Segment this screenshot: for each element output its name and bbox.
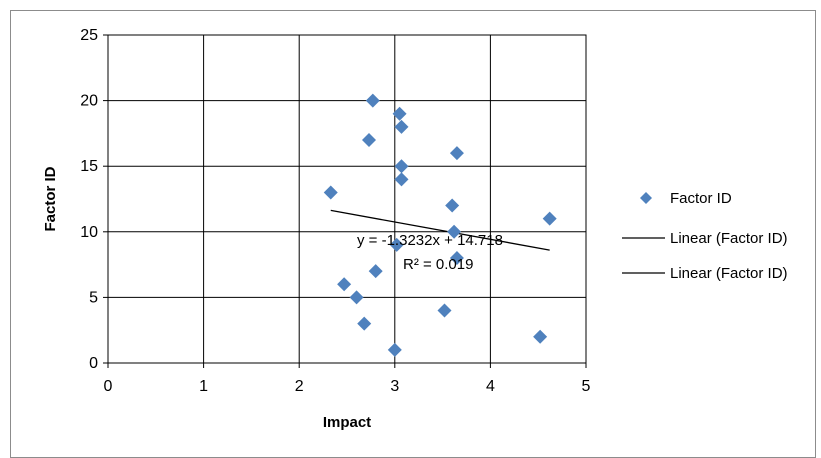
data-point <box>349 290 364 305</box>
x-axis-title: Impact <box>323 414 371 431</box>
data-point <box>337 277 352 292</box>
data-point <box>361 132 376 147</box>
data-point <box>394 119 409 134</box>
x-tick-label: 5 <box>582 378 591 395</box>
legend-label: Linear (Factor ID) <box>670 265 788 282</box>
trendline <box>330 209 550 251</box>
x-tick-label: 0 <box>104 378 113 395</box>
x-tick-label: 4 <box>486 378 495 395</box>
data-point <box>387 342 402 357</box>
data-point <box>389 237 404 252</box>
data-point <box>357 316 372 331</box>
data-point <box>533 329 548 344</box>
data-point <box>542 211 557 226</box>
data-point <box>365 93 380 108</box>
data-point <box>392 106 407 121</box>
y-tick-label: 20 <box>80 93 98 110</box>
plot-border <box>107 34 587 364</box>
data-point <box>394 159 409 174</box>
data-point <box>368 264 383 279</box>
y-tick-label: 5 <box>89 289 98 306</box>
trendline-equation: y = -1.3232x + 14.718 <box>357 232 503 249</box>
trendline-r-squared: R² = 0.019 <box>403 256 473 273</box>
x-tick-label: 1 <box>199 378 208 395</box>
data-point <box>437 303 452 318</box>
data-point <box>323 185 338 200</box>
plot-area <box>108 35 586 363</box>
data-point <box>449 251 464 266</box>
legend-label: Linear (Factor ID) <box>670 230 788 247</box>
data-point <box>445 198 460 213</box>
x-tick-label: 2 <box>295 378 304 395</box>
y-tick-label: 10 <box>80 224 98 241</box>
x-tick-label: 3 <box>390 378 399 395</box>
y-tick-label: 25 <box>80 27 98 44</box>
y-tick-label: 15 <box>80 158 98 175</box>
y-axis-title: Factor ID <box>42 166 59 231</box>
data-point <box>449 146 464 161</box>
data-point <box>394 172 409 187</box>
legend-label: Factor ID <box>670 190 732 207</box>
y-tick-label: 0 <box>89 355 98 372</box>
data-point <box>447 224 462 239</box>
legend-marker <box>640 192 652 204</box>
